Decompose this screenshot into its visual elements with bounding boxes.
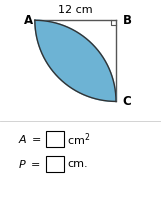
Text: cm$^2$: cm$^2$ bbox=[67, 131, 90, 147]
Polygon shape bbox=[35, 20, 116, 101]
Bar bbox=[46, 156, 64, 172]
Text: C: C bbox=[123, 95, 132, 108]
Text: $A\ =$: $A\ =$ bbox=[18, 133, 42, 145]
Bar bbox=[46, 131, 64, 147]
Text: 12 cm: 12 cm bbox=[58, 5, 93, 15]
Text: B: B bbox=[123, 14, 132, 27]
Text: $P\ =$: $P\ =$ bbox=[18, 158, 41, 170]
Text: cm.: cm. bbox=[67, 159, 88, 169]
Text: A: A bbox=[24, 14, 33, 27]
